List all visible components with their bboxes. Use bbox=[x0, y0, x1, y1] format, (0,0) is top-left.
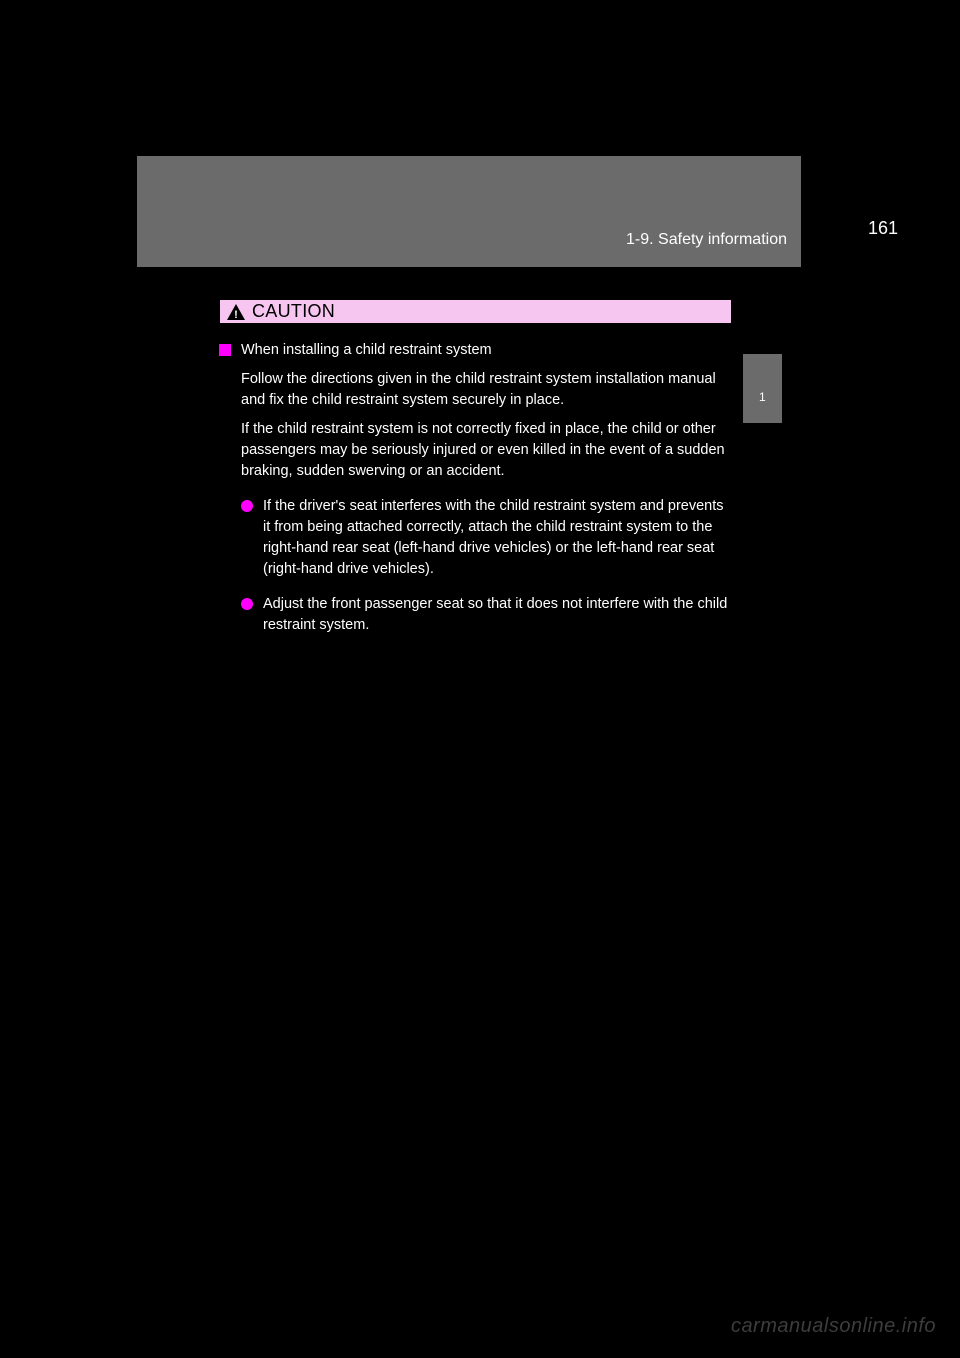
bullet-2: Adjust the front passenger seat so that … bbox=[263, 594, 732, 636]
warning-triangle-icon: ! bbox=[226, 303, 246, 321]
paragraph-1: Follow the directions given in the child… bbox=[241, 369, 732, 411]
chapter-number: 1 bbox=[759, 390, 766, 404]
section-title: 1-9. Safety information bbox=[626, 231, 787, 249]
svg-text:!: ! bbox=[234, 309, 238, 321]
caution-label: CAUTION bbox=[252, 301, 335, 322]
round-bullet-icon bbox=[241, 500, 253, 512]
header-panel: 1-9. Safety information bbox=[137, 156, 801, 267]
page-number: 161 bbox=[868, 218, 898, 239]
round-bullet-icon bbox=[241, 598, 253, 610]
caution-bar: ! CAUTION bbox=[219, 299, 732, 324]
watermark: carmanualsonline.info bbox=[731, 1315, 936, 1338]
square-bullet-icon bbox=[219, 344, 231, 356]
chapter-tab: 1 bbox=[743, 354, 782, 423]
paragraph-2: If the child restraint system is not cor… bbox=[241, 419, 732, 482]
content-body: When installing a child restraint system… bbox=[219, 326, 732, 636]
content-heading: When installing a child restraint system bbox=[241, 340, 732, 361]
bullet-1: If the driver's seat interferes with the… bbox=[263, 496, 732, 580]
